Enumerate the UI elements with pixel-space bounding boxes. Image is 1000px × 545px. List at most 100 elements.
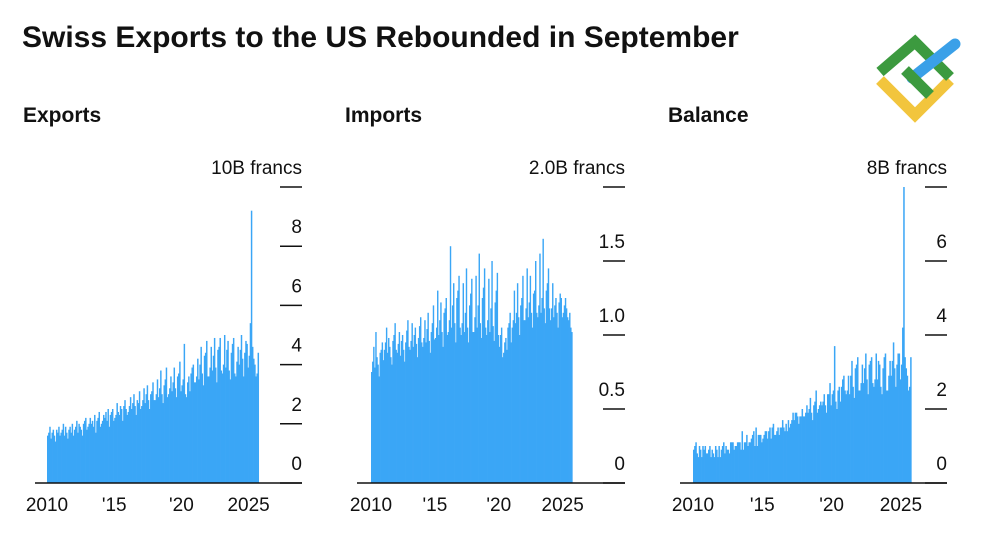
bar — [780, 427, 783, 483]
bar — [393, 335, 395, 483]
bar — [407, 320, 409, 483]
bar — [90, 423, 93, 483]
bar — [881, 394, 883, 483]
bar — [781, 420, 784, 483]
bar — [724, 453, 726, 483]
x-tick-label: '20 — [486, 495, 511, 516]
bar — [225, 367, 227, 483]
bar — [824, 405, 827, 483]
bar — [51, 432, 53, 483]
bar — [505, 337, 507, 483]
bar — [88, 423, 90, 483]
bar — [553, 317, 555, 483]
bar — [257, 352, 260, 483]
bar — [53, 435, 56, 483]
bar — [239, 349, 242, 483]
bar — [402, 349, 405, 483]
bar — [512, 320, 515, 483]
y-tick-label: 4 — [936, 306, 947, 327]
bar — [160, 370, 162, 483]
bar — [136, 400, 139, 483]
bar — [853, 397, 856, 483]
bar — [73, 429, 76, 483]
bar — [806, 405, 808, 483]
bar — [80, 429, 83, 483]
bar — [800, 416, 802, 483]
bar — [127, 411, 130, 483]
bar — [178, 373, 180, 483]
bar — [78, 423, 80, 483]
bar — [758, 434, 761, 483]
bar — [504, 342, 506, 483]
bar — [898, 353, 901, 483]
bar — [145, 394, 148, 483]
bar — [897, 353, 899, 483]
bar — [70, 432, 72, 483]
bar — [79, 426, 81, 483]
bar — [415, 343, 418, 483]
bar — [693, 449, 695, 483]
bar — [147, 400, 150, 483]
bar — [550, 308, 553, 483]
bar — [410, 340, 412, 483]
bar — [544, 323, 547, 483]
bar — [903, 187, 905, 483]
bar — [496, 272, 499, 483]
bar — [418, 326, 421, 483]
bar — [756, 446, 759, 483]
bar — [166, 397, 169, 483]
bar — [385, 327, 388, 483]
bar — [885, 390, 888, 483]
x-tick-label: '15 — [750, 495, 775, 516]
bar — [170, 376, 172, 483]
bar — [203, 355, 206, 483]
bar — [843, 375, 845, 483]
bar — [493, 340, 495, 483]
bar — [478, 253, 480, 483]
bar — [744, 442, 747, 483]
bar — [77, 432, 79, 483]
bar — [432, 305, 435, 483]
bar — [855, 364, 858, 483]
bar — [405, 342, 407, 483]
bar — [809, 397, 812, 483]
bar — [236, 361, 238, 483]
bar — [537, 317, 539, 483]
bar — [741, 431, 744, 483]
bar — [501, 357, 504, 483]
bar — [521, 298, 523, 483]
bar — [100, 423, 103, 483]
bar — [81, 435, 84, 483]
bar — [830, 405, 832, 483]
bar — [755, 427, 757, 483]
panel-title: Exports — [23, 104, 101, 127]
bar — [866, 379, 868, 483]
bar — [372, 361, 374, 483]
bar — [146, 385, 149, 483]
bar — [802, 416, 805, 483]
bar — [373, 346, 375, 483]
bar — [245, 340, 247, 483]
bar — [559, 293, 561, 483]
bar — [699, 449, 702, 483]
bar — [810, 412, 813, 483]
bar — [107, 409, 109, 483]
bar — [192, 364, 195, 483]
bar — [870, 357, 873, 483]
bar — [888, 375, 890, 483]
bar — [875, 353, 877, 483]
bar — [202, 385, 205, 483]
bar — [86, 429, 88, 483]
y-tick-label: 0.5 — [599, 380, 625, 401]
bar — [216, 382, 218, 483]
bar — [180, 391, 182, 483]
bar — [235, 376, 237, 483]
bar — [732, 442, 734, 483]
bar — [208, 376, 210, 483]
bar — [190, 373, 192, 483]
bar — [427, 312, 429, 483]
bar — [865, 353, 867, 483]
bar — [717, 457, 719, 483]
bar — [542, 238, 544, 483]
bar — [91, 420, 94, 483]
